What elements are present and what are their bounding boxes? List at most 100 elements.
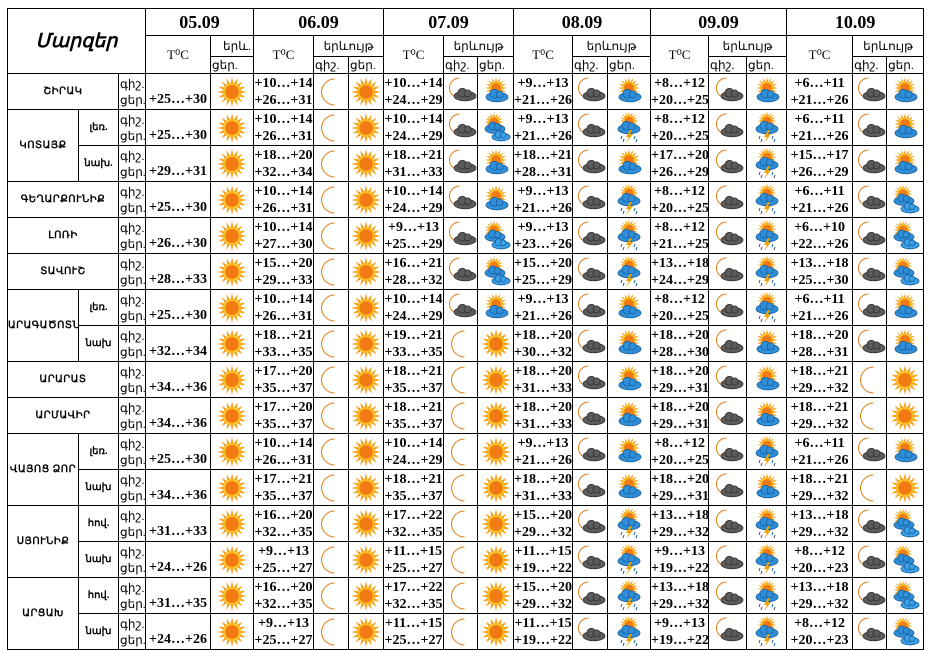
temperature-cell: +18…+20 +29…+31: [650, 469, 710, 506]
night-temperature: +15…+20: [514, 255, 573, 271]
partly-cloudy-icon: [479, 184, 513, 216]
phenomenon-header: երևույթ: [852, 35, 925, 57]
partly-cloudy-icon: [748, 400, 786, 432]
date-header: 07.09: [383, 8, 515, 36]
moon-icon: [445, 544, 477, 576]
weather-icon-cell: [477, 433, 515, 470]
temperature-cell: +34…+36: [145, 361, 211, 398]
temperature-cell: +25…+30: [145, 73, 211, 110]
weather-icon-cell: [852, 361, 888, 398]
period-labels: գիշ. ցեր.: [118, 505, 146, 542]
weather-icon-cell: [708, 361, 748, 398]
sun-icon: [212, 436, 253, 468]
weather-icon-cell: [572, 181, 609, 218]
weather-icon-cell: [852, 433, 888, 470]
day-temperature: +29…+33: [254, 272, 313, 288]
weather-icon-cell: [572, 433, 609, 470]
weather-icon-cell: [443, 613, 479, 650]
day-temperature: +35…+37: [384, 488, 443, 504]
region-name: ԼՈՌԻ: [7, 217, 119, 254]
day-temperature: +33…+35: [384, 344, 443, 360]
night-temperature: +13…+18: [651, 579, 709, 595]
day-temperature: +21…+26: [790, 200, 849, 216]
day-temperature: +29…+32: [790, 380, 849, 396]
day-temperature: +21…+26: [790, 92, 849, 108]
moon-cloud-icon: [854, 436, 886, 468]
night-temperature: +18…+20: [651, 399, 709, 415]
temperature-cell: +10…+14 +27…+30: [253, 217, 314, 254]
weather-icon-cell: [746, 253, 788, 290]
sun-icon: [350, 256, 383, 288]
weather-icon-cell: [852, 73, 888, 110]
night-temperature: +8…+12: [654, 435, 706, 451]
night-temperature: +6…+10: [794, 219, 846, 235]
temperature-header: T⁰C: [513, 35, 574, 74]
moon-cloud-icon: [445, 220, 477, 252]
region-row: ԿՈՏԱՅՔ լեռ. գիշ. ցեր. +25…+30 +10…+14 +26…+31 +…: [7, 109, 925, 182]
sun-icon: [350, 616, 383, 648]
night-temperature: +10…+14: [384, 183, 443, 199]
temperature-cell: +18…+20 +29…+31: [650, 397, 710, 434]
temperature-cell: +10…+14 +26…+31: [253, 433, 314, 470]
temperature-cell: +19…+21 +33…+35: [383, 325, 445, 362]
night-temperature: +18…+21: [254, 327, 313, 343]
partly-cloudy-icon: [609, 76, 650, 108]
temperature-cell: +9…+13 +25…+29: [383, 217, 445, 254]
night-temperature: +18…+20: [514, 327, 573, 343]
sun-icon: [350, 436, 383, 468]
temperature-header: T⁰C: [145, 35, 211, 74]
night-label: գիշ.: [120, 436, 145, 451]
phenomenon-header: երևույթ: [572, 35, 652, 57]
weather-icon-cell: [443, 433, 479, 470]
sun-icon: [888, 364, 923, 396]
day-temperature: +33…+35: [254, 344, 313, 360]
sun-icon: [479, 400, 513, 432]
day-temperature: +31…+35: [149, 596, 207, 611]
day-label: ցեր.: [120, 380, 146, 395]
weather-icon-cell: [572, 73, 609, 110]
thunderstorm-icon: [609, 579, 650, 612]
partly-cloudy-icon: [888, 292, 923, 324]
thunderstorm-icon: [748, 615, 786, 648]
weather-icon-cell: [443, 361, 479, 398]
night-temperature: +18…+21: [790, 471, 849, 487]
night-temperature: +8…+12: [794, 615, 846, 631]
weather-icon-cell: [347, 397, 385, 434]
moon-cloud-icon: [574, 112, 607, 144]
date-header: 10.09: [786, 8, 925, 36]
temperature-cell: +16…+20 +32…+35: [253, 505, 314, 542]
moon-cloud-icon: [854, 220, 886, 252]
weather-icon-cell: [572, 469, 609, 506]
moon-cloud-icon: [710, 616, 746, 648]
weather-icon-cell: [347, 469, 385, 506]
night-temperature: +8…+12: [654, 291, 706, 307]
phenomenon-header: երևույթ: [443, 35, 515, 57]
moon-cloud-icon: [445, 148, 477, 180]
region-name: ԱՐՑԱԽ: [7, 577, 79, 650]
temperature-cell: +8…+12 +20…+23: [786, 613, 854, 650]
night-temperature: +17…+20: [254, 363, 313, 379]
night-temperature: +10…+14: [254, 183, 313, 199]
date-header: 05.09: [145, 8, 254, 36]
weather-icon-cell: [443, 325, 479, 362]
day-temperature: +32…+35: [384, 596, 443, 612]
night-temperature: +18…+20: [514, 471, 573, 487]
weather-icon-cell: [313, 325, 349, 362]
weather-icon-cell: [477, 217, 515, 254]
moon-icon: [445, 328, 477, 360]
temperature-cell: +10…+14 +24…+29: [383, 109, 445, 146]
weather-icon-cell: [708, 181, 748, 218]
partly-cloudy-icon: [609, 292, 650, 324]
day-temperature: +29…+32: [790, 416, 849, 432]
temperature-cell: +25…+30: [145, 433, 211, 470]
day-temperature: +35…+37: [384, 380, 443, 396]
temperature-cell: +18…+21 +35…+37: [383, 469, 445, 506]
weather-icon-cell: [313, 145, 349, 182]
weather-icon-cell: [313, 361, 349, 398]
day-label: ցեր.: [120, 344, 146, 359]
day-temperature: +24…+29: [384, 452, 443, 468]
temperature-cell: +25…+30: [145, 181, 211, 218]
partly-cloudy-icon: [888, 76, 923, 108]
weather-forecast-table: Մարզեր 05.09 06.09 07.09 08.09 09.09 10.09 T⁰C ե…: [7, 8, 925, 650]
weather-icon-cell: [852, 253, 888, 290]
